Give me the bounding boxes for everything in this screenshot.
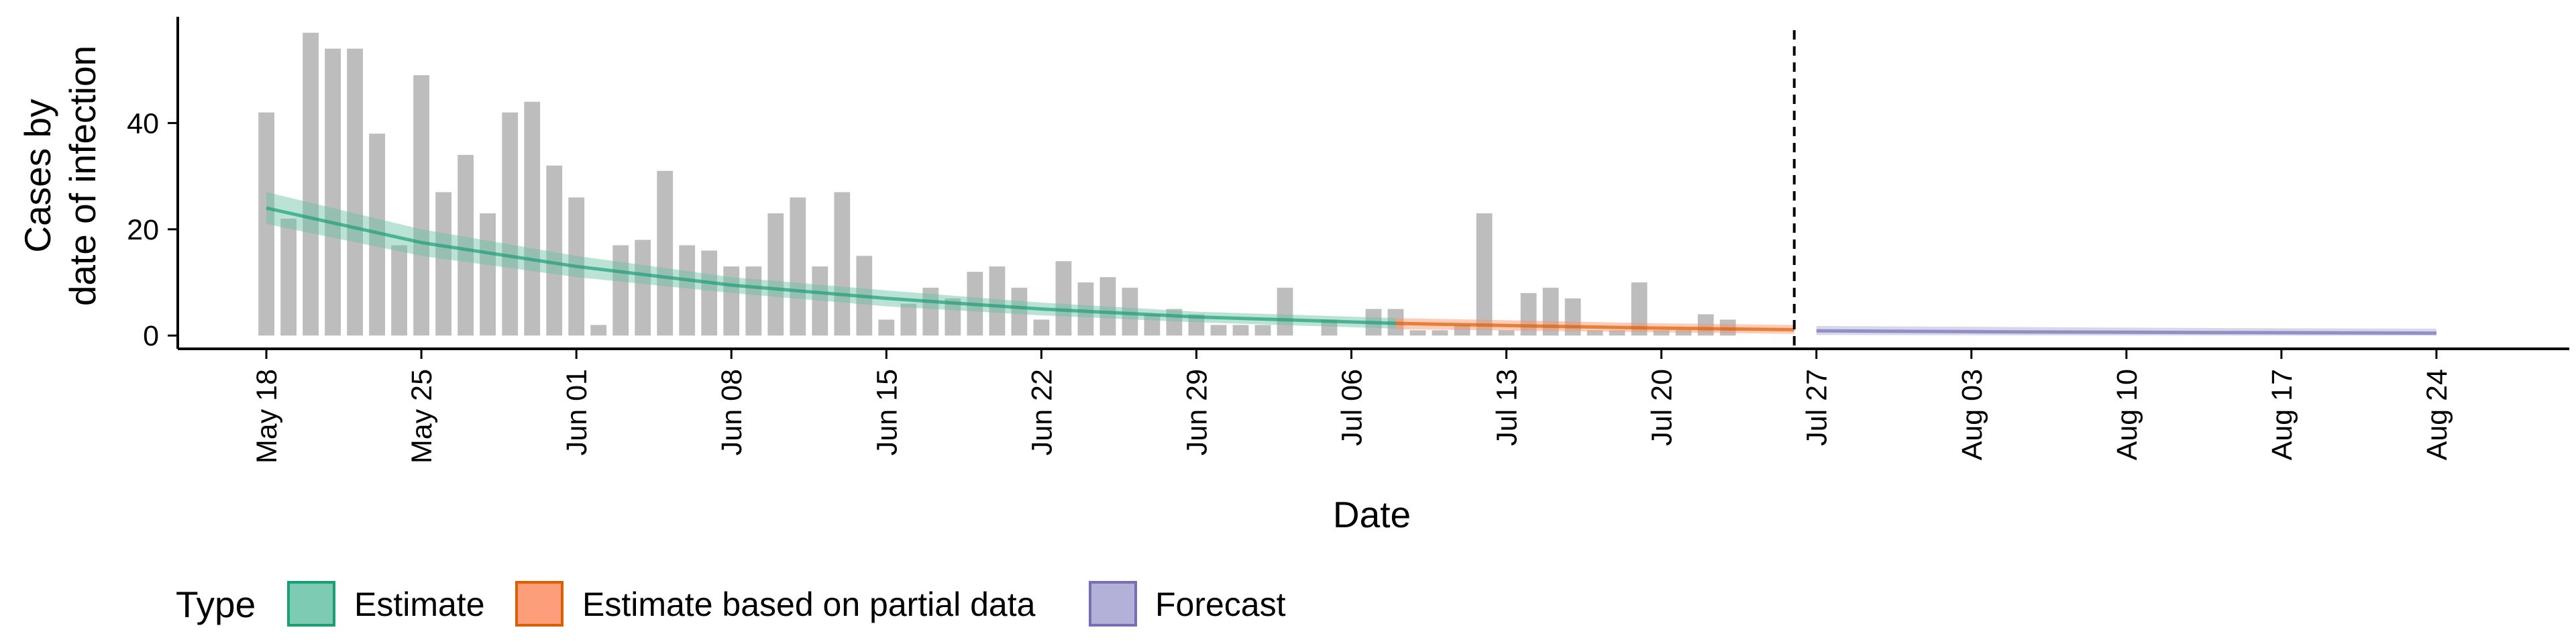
case-bar	[258, 112, 274, 336]
legend-swatch-2	[1089, 581, 1137, 627]
case-bar	[303, 32, 319, 336]
plot-area	[258, 30, 2436, 349]
case-bar	[767, 213, 784, 336]
x-tick-label: Jul 20	[1646, 369, 1678, 446]
x-tick-label: Aug 10	[2111, 369, 2143, 460]
y-axis-title-line-1: Cases by	[17, 99, 58, 253]
x-axis-title: Date	[1333, 494, 1411, 535]
case-bar	[1188, 314, 1205, 336]
case-bar	[790, 197, 806, 336]
case-bar	[1653, 330, 1670, 336]
case-bar	[812, 266, 828, 336]
legend-label-0: Estimate	[354, 586, 485, 623]
case-bar	[612, 245, 629, 336]
case-bar	[745, 266, 762, 336]
case-bar	[1210, 325, 1227, 336]
case-bar	[347, 48, 363, 336]
x-tick-label: May 18	[251, 369, 283, 464]
legend: Type Estimate Estimate based on partial d…	[176, 581, 1286, 627]
case-bar	[502, 112, 519, 336]
case-bar	[679, 245, 696, 336]
x-tick-label: Jun 29	[1181, 369, 1213, 455]
x-tick-label: Aug 17	[2266, 369, 2298, 460]
case-bar	[1055, 261, 1072, 336]
case-bar	[1122, 287, 1138, 336]
case-bar	[391, 245, 407, 336]
case-bar	[1232, 325, 1249, 336]
case-bar	[657, 170, 674, 336]
case-bar	[1099, 277, 1116, 336]
case-bar	[590, 325, 607, 336]
case-bar	[435, 192, 451, 336]
legend-label-1: Estimate based on partial data	[582, 586, 1036, 623]
y-tick-label: 20	[127, 214, 159, 246]
x-tick-label: Jun 15	[871, 369, 903, 455]
case-bar	[1631, 282, 1648, 336]
case-bar	[1277, 287, 1293, 336]
legend-swatch-1	[515, 581, 564, 627]
case-bar	[1587, 330, 1603, 336]
case-bar	[900, 303, 917, 336]
case-bar	[480, 213, 496, 336]
case-bar	[1144, 314, 1161, 336]
case-bar	[701, 250, 718, 336]
case-bar	[1409, 330, 1426, 336]
case-bar	[280, 219, 297, 336]
case-bar	[1675, 330, 1692, 336]
case-bar	[1454, 325, 1470, 336]
case-bar	[1476, 213, 1493, 336]
case-bar	[834, 192, 851, 336]
case-bar	[325, 48, 341, 336]
case-bar	[1077, 282, 1094, 336]
median-line-2	[1816, 329, 2436, 335]
y-tick-label: 0	[143, 320, 159, 352]
case-bar	[945, 298, 961, 336]
case-bar	[878, 319, 895, 336]
ribbon-0	[266, 192, 1396, 329]
case-bar	[1498, 330, 1515, 336]
x-tick-label: Jul 13	[1491, 369, 1523, 446]
x-tick-label: Jun 22	[1026, 369, 1058, 455]
case-bar	[1542, 287, 1559, 336]
case-bar	[524, 101, 541, 336]
x-tick-label: Jul 06	[1336, 369, 1368, 446]
case-bar	[1609, 330, 1625, 336]
case-bar	[413, 75, 429, 336]
case-bar	[989, 266, 1006, 336]
case-bar	[1321, 319, 1338, 336]
case-bar	[1432, 330, 1448, 336]
y-tick-label: 40	[127, 107, 159, 140]
case-bar	[635, 239, 651, 336]
x-tick-label: Jun 01	[561, 369, 593, 455]
median-line-1	[1395, 321, 1794, 331]
case-bar	[369, 133, 385, 336]
legend-swatch-0	[287, 581, 335, 627]
case-bar	[1254, 325, 1271, 336]
x-tick-label: May 25	[406, 369, 438, 464]
axes: 0 20 40 May 18 May 25 Jun 01 Jun 08 Jun 15 Jun 2…	[127, 17, 2569, 464]
x-tick-label: Aug 03	[1956, 369, 1988, 460]
case-bar	[1011, 287, 1028, 336]
x-tick-label: Aug 24	[2421, 369, 2453, 460]
x-tick-label: Jun 08	[716, 369, 748, 455]
legend-label-2: Forecast	[1155, 586, 1286, 623]
case-bar	[1033, 319, 1050, 336]
legend-title: Type	[176, 584, 256, 625]
y-axis-title-line-2: date of infection	[62, 46, 103, 306]
case-bar	[458, 154, 474, 336]
x-tick-label: Jul 27	[1801, 369, 1833, 446]
median-line-0	[266, 206, 1396, 325]
case-bar	[546, 165, 563, 336]
